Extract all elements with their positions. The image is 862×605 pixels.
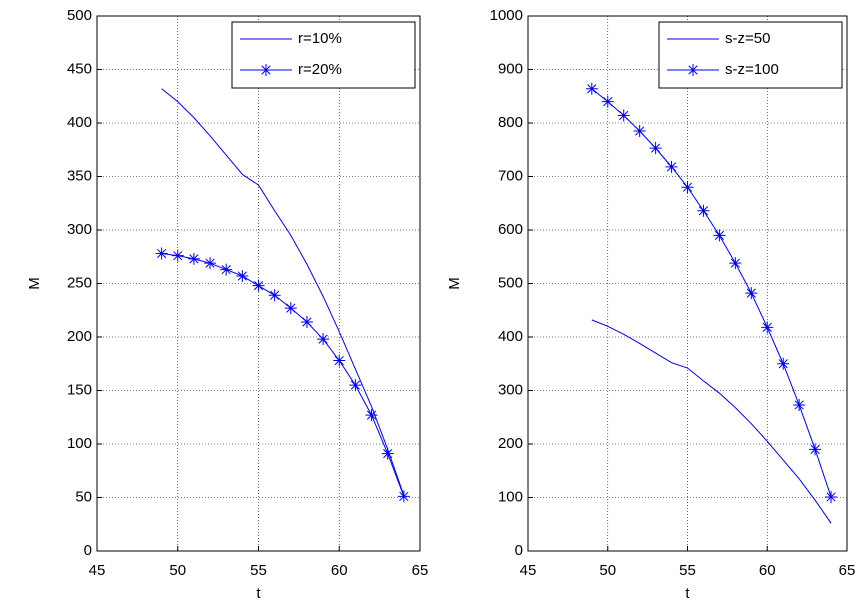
- y-tick-label: 250: [67, 274, 92, 291]
- marker: [252, 279, 265, 292]
- legend-label: r=20%: [298, 61, 342, 78]
- y-tick-label: 0: [84, 542, 92, 559]
- y-tick-label: 900: [498, 60, 523, 77]
- legend-label: r=10%: [298, 30, 342, 47]
- marker: [777, 357, 790, 370]
- marker: [284, 302, 297, 315]
- marker: [617, 109, 630, 122]
- marker: [397, 490, 410, 503]
- x-tick-label: 50: [599, 562, 616, 579]
- marker: [633, 125, 646, 138]
- marker: [236, 270, 249, 283]
- marker: [649, 142, 662, 155]
- x-tick-label: 55: [679, 562, 696, 579]
- y-tick-label: 150: [67, 381, 92, 398]
- y-tick-label: 100: [498, 488, 523, 505]
- y-tick-label: 200: [67, 328, 92, 345]
- y-axis-label: M: [26, 277, 43, 290]
- marker: [665, 160, 678, 173]
- series: [585, 82, 838, 503]
- line: [161, 253, 405, 497]
- x-tick-label: 45: [89, 562, 106, 579]
- x-tick-label: 60: [331, 562, 348, 579]
- marker: [729, 257, 742, 270]
- legend: r=10% r=20%: [231, 21, 416, 89]
- y-tick-label: 500: [498, 274, 523, 291]
- legend-box: [231, 21, 416, 89]
- marker: [365, 409, 378, 422]
- y-tick-label: 300: [498, 381, 523, 398]
- x-tick-label: 65: [839, 562, 856, 579]
- y-tick-label: 450: [67, 60, 92, 77]
- y-tick-label: 100: [67, 435, 92, 452]
- marker: [585, 82, 598, 95]
- series: [591, 319, 832, 524]
- x-tick-label: 65: [412, 562, 429, 579]
- marker: [333, 354, 346, 367]
- axes-box: [96, 15, 421, 552]
- y-tick-label: 500: [67, 7, 92, 24]
- marker: [204, 257, 217, 270]
- legend: s-z=50 s-z=100: [658, 21, 843, 89]
- y-tick-label: 200: [498, 435, 523, 452]
- y-tick-label: 350: [67, 167, 92, 184]
- y-tick-label: 400: [498, 328, 523, 345]
- line: [591, 88, 832, 498]
- x-axis-label: t: [685, 585, 690, 602]
- x-tick-label: 45: [520, 562, 537, 579]
- y-tick-label: 400: [67, 114, 92, 131]
- legend-marker: [260, 64, 272, 76]
- marker: [745, 287, 758, 300]
- y-tick-label: 800: [498, 114, 523, 131]
- y-tick-label: 1000: [490, 7, 523, 24]
- x-tick-label: 60: [759, 562, 776, 579]
- y-tick-label: 600: [498, 221, 523, 238]
- series: [155, 247, 410, 503]
- legend-label: s-z=50: [725, 30, 770, 47]
- marker: [317, 333, 330, 346]
- y-tick-label: 50: [75, 488, 92, 505]
- marker: [601, 95, 614, 108]
- marker: [268, 289, 281, 302]
- series: [161, 88, 405, 496]
- marker: [825, 490, 838, 503]
- y-tick-label: 700: [498, 167, 523, 184]
- marker: [381, 447, 394, 460]
- marker: [793, 398, 806, 411]
- x-axis-label: t: [256, 585, 261, 602]
- x-tick-label: 50: [169, 562, 186, 579]
- marker: [761, 321, 774, 334]
- legend-marker: [687, 64, 699, 76]
- axes-box: [527, 15, 848, 552]
- marker: [681, 181, 694, 194]
- y-tick-label: 300: [67, 221, 92, 238]
- marker: [349, 379, 362, 392]
- y-axis-label: M: [446, 277, 463, 290]
- x-tick-label: 55: [250, 562, 267, 579]
- line: [161, 88, 405, 496]
- legend-label: s-z=100: [725, 61, 779, 78]
- marker: [809, 443, 822, 456]
- y-tick-label: 0: [515, 542, 523, 559]
- line: [591, 319, 832, 524]
- marker: [300, 316, 313, 329]
- marker: [697, 204, 710, 217]
- marker: [155, 247, 168, 260]
- legend-box: [658, 21, 843, 89]
- marker: [713, 229, 726, 242]
- marker: [187, 252, 200, 265]
- marker: [171, 249, 184, 262]
- marker: [220, 263, 233, 276]
